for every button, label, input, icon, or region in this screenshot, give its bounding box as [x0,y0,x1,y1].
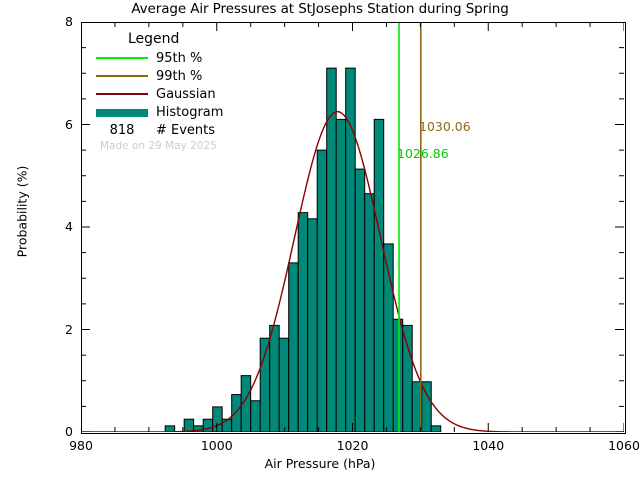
x-tick-label: 1020 [336,438,369,453]
made-on-stamp: Made on 29 May 2025 [100,140,217,152]
histogram-bar [164,425,176,432]
legend-item: 99th % [96,67,326,85]
chart-title: Average Air Pressures at StJosephs Stati… [131,1,509,17]
plot-canvas [81,22,624,432]
annotation-95th-percentile: 1026.86 [397,146,449,161]
legend-swatch-mark [96,57,148,59]
legend-swatch-mark [96,75,148,77]
legend-item-label: 95th % [156,50,203,66]
legend-item-events: 818 # Events [96,121,326,139]
gaussian-curve [81,110,624,432]
legend-item-label: Histogram [156,104,224,120]
legend-item: Gaussian [96,85,326,103]
legend-swatch-mark [96,93,148,95]
legend-swatch-line [96,69,148,83]
legend-item-label: 99th % [156,68,203,84]
y-axis-label: Probability (%) [14,165,30,258]
percentile-lines [398,22,422,432]
x-axis-label: Air Pressure (hPa) [264,456,376,471]
legend-swatch-line [96,51,148,65]
events-count: 818 [109,122,135,138]
y-tick-label: 6 [65,116,73,132]
x-tick-label: 1040 [472,438,505,453]
legend-swatch-mark [96,109,148,117]
legend-title: Legend [128,31,180,47]
x-tick-label: 980 [69,438,93,453]
events-label: # Events [156,122,216,138]
legend-item: 95th % [96,49,326,67]
y-tick-label: 0 [65,424,73,439]
histogram-bar [430,425,442,432]
x-tick-label: 1000 [200,438,233,453]
axis-ticks [81,22,624,432]
legend: Legend 95th % 99th % Gaussian Histogram 818… [96,31,326,152]
legend-items: 95th % 99th % Gaussian Histogram [96,49,326,121]
legend-swatch-line [96,87,148,101]
histogram-series [164,67,442,432]
legend-item: Histogram [96,103,326,121]
legend-item-label: Gaussian [156,86,216,102]
x-tick-label: 1060 [608,438,640,453]
y-tick-label: 8 [65,14,73,29]
annotation-99th-percentile: 1030.06 [419,119,471,134]
plot-frame [81,22,626,434]
legend-swatch-block [96,105,148,119]
y-tick-label: 4 [65,219,73,234]
y-tick-label: 2 [65,321,73,337]
